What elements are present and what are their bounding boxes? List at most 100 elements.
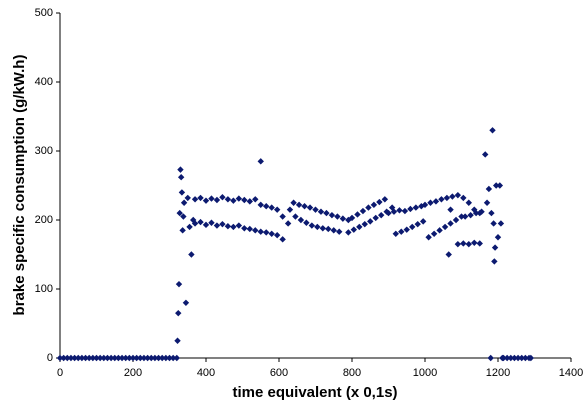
- point: [441, 223, 449, 231]
- point: [166, 354, 173, 362]
- point: [252, 196, 259, 203]
- point: [177, 174, 185, 181]
- y-axis-title: brake specific consumption (g/kW.h): [11, 55, 28, 316]
- x-tick-label: 1200: [486, 367, 510, 379]
- point: [425, 234, 432, 241]
- point: [354, 211, 361, 218]
- point: [224, 223, 232, 230]
- point: [356, 223, 363, 231]
- point: [173, 354, 180, 362]
- point: [115, 354, 122, 362]
- point: [279, 236, 286, 243]
- point: [449, 193, 456, 200]
- point: [208, 219, 215, 226]
- point: [219, 194, 226, 201]
- point: [263, 203, 270, 210]
- point: [398, 228, 405, 235]
- point: [273, 231, 281, 239]
- point: [56, 354, 64, 362]
- point: [197, 194, 204, 202]
- point: [372, 214, 379, 222]
- point: [284, 220, 292, 227]
- point: [365, 204, 372, 211]
- point: [476, 240, 483, 247]
- point: [518, 354, 525, 362]
- point: [180, 199, 188, 206]
- point: [445, 251, 452, 258]
- point: [96, 354, 104, 362]
- point: [359, 207, 367, 215]
- point: [144, 354, 151, 362]
- point: [184, 194, 191, 202]
- point: [478, 208, 485, 215]
- point: [414, 220, 421, 228]
- point: [263, 229, 270, 236]
- point: [452, 216, 460, 224]
- point: [197, 218, 204, 226]
- point: [155, 354, 162, 362]
- y-tick-label: 200: [35, 214, 53, 226]
- y-tick-label: 500: [35, 7, 53, 19]
- point: [465, 199, 472, 206]
- point: [483, 199, 491, 206]
- point: [241, 225, 248, 232]
- point: [392, 230, 399, 237]
- point: [75, 354, 82, 362]
- point: [159, 354, 166, 362]
- x-tick-label: 1000: [413, 367, 437, 379]
- point: [409, 223, 416, 231]
- point: [436, 227, 443, 234]
- y-tick-label: 300: [35, 145, 53, 157]
- point: [471, 239, 478, 246]
- point: [370, 201, 378, 209]
- point: [303, 219, 310, 226]
- point: [487, 354, 494, 362]
- point: [447, 220, 454, 227]
- point: [104, 354, 111, 362]
- point: [78, 354, 86, 362]
- point: [421, 201, 429, 209]
- point: [390, 208, 398, 215]
- point: [257, 201, 264, 209]
- point: [230, 197, 237, 204]
- point: [273, 206, 281, 213]
- point: [378, 211, 385, 219]
- point: [186, 223, 193, 231]
- point: [432, 198, 440, 205]
- point: [202, 197, 210, 204]
- point: [230, 223, 237, 231]
- point: [174, 337, 181, 344]
- point: [514, 354, 522, 362]
- point: [522, 354, 529, 362]
- point: [188, 251, 195, 258]
- point: [191, 220, 199, 227]
- point: [268, 230, 275, 237]
- point: [111, 354, 118, 362]
- point: [60, 354, 67, 362]
- point: [118, 354, 126, 362]
- point: [323, 209, 330, 217]
- point: [137, 354, 144, 362]
- point: [312, 206, 319, 213]
- point: [252, 227, 259, 234]
- x-tick-label: 400: [197, 367, 215, 379]
- point: [460, 194, 467, 202]
- point: [317, 208, 325, 215]
- point: [447, 206, 454, 213]
- point: [86, 354, 93, 362]
- point: [500, 354, 507, 362]
- point: [89, 354, 97, 362]
- point: [140, 354, 148, 362]
- point: [126, 354, 133, 362]
- x-axis-title: time equivalent (x 0,1s): [232, 384, 397, 401]
- y-tick-label: 0: [47, 352, 53, 364]
- point: [503, 354, 511, 362]
- point: [489, 127, 496, 134]
- y-tick-label: 100: [35, 283, 53, 295]
- point: [64, 354, 71, 362]
- point: [241, 196, 248, 204]
- point: [175, 280, 183, 288]
- point: [336, 228, 343, 235]
- point: [292, 213, 299, 220]
- point: [472, 209, 480, 217]
